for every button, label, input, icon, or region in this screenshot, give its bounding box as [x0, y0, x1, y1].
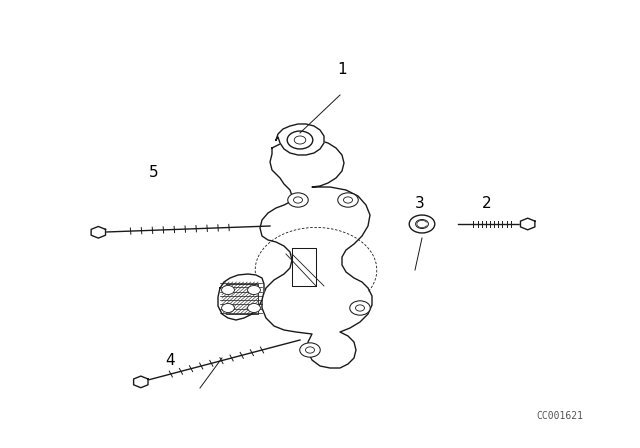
Circle shape [248, 304, 260, 313]
Polygon shape [520, 218, 535, 230]
Circle shape [409, 215, 435, 233]
Polygon shape [91, 226, 106, 238]
Text: 5: 5 [148, 165, 159, 180]
Text: 2: 2 [481, 196, 492, 211]
Text: 3: 3 [414, 196, 424, 211]
Circle shape [287, 131, 313, 149]
Polygon shape [276, 124, 324, 155]
Polygon shape [218, 274, 264, 320]
Circle shape [300, 343, 320, 357]
Polygon shape [260, 139, 372, 368]
Text: CC001621: CC001621 [536, 411, 584, 421]
Circle shape [248, 285, 260, 294]
Circle shape [349, 301, 370, 315]
Circle shape [288, 193, 308, 207]
Text: 1: 1 [337, 62, 348, 77]
Text: 4: 4 [164, 353, 175, 368]
Circle shape [221, 285, 234, 294]
Circle shape [338, 193, 358, 207]
Circle shape [221, 304, 234, 313]
Polygon shape [134, 376, 148, 388]
